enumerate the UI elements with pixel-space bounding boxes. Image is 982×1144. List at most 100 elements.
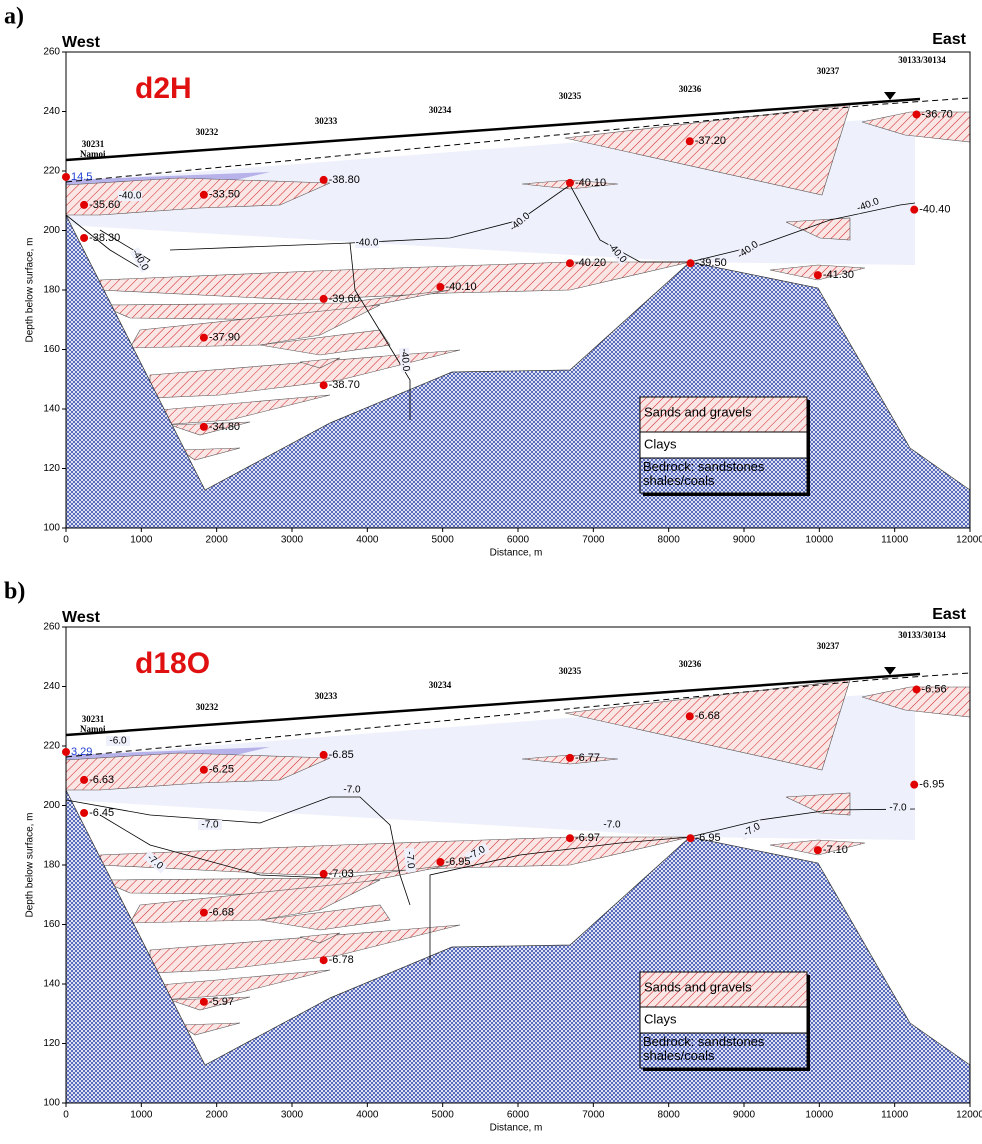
well-label: 30234 xyxy=(429,105,452,115)
sample-value: -6.77 xyxy=(575,752,600,764)
y-tick-label: 180 xyxy=(43,860,60,871)
x-axis-label: Distance, m xyxy=(490,1123,543,1134)
sample-point xyxy=(436,858,445,867)
sample-value: -35.60 xyxy=(89,199,120,211)
contour-label-bg xyxy=(739,819,765,841)
well-label: 30232 xyxy=(196,127,219,137)
contour-line xyxy=(169,242,411,420)
legend-label-box: Bedrock: sandstones shales/coals xyxy=(643,1035,765,1063)
contour-label: -40.0 xyxy=(119,191,142,202)
panel-label: b) xyxy=(4,579,25,605)
sand-lens xyxy=(65,752,331,791)
sample-value: -40.40 xyxy=(919,204,950,216)
legend-clay xyxy=(639,1006,808,1034)
river-label: Namoi xyxy=(80,149,106,159)
x-tick-label: 6000 xyxy=(507,535,530,546)
sand-lens xyxy=(169,421,251,436)
sample-point xyxy=(199,997,208,1006)
sand-lens xyxy=(99,864,451,896)
legend-label: Bedrock: sandstones shales/coals xyxy=(643,460,765,488)
contour-label-bg xyxy=(129,247,151,273)
y-axis-label: Depth below surface, m xyxy=(25,812,36,917)
sample-point xyxy=(80,233,89,242)
y-tick-label: 220 xyxy=(43,741,60,752)
contour-label: -7.0 xyxy=(404,851,416,870)
sample-value: -40.10 xyxy=(445,281,476,293)
contour-label: -40.0 xyxy=(356,238,379,249)
y-tick-label: 200 xyxy=(43,800,60,811)
y-tick-label: 120 xyxy=(43,463,60,474)
x-tick-label: 8000 xyxy=(658,535,681,546)
sample-point xyxy=(62,172,70,181)
sand-lens xyxy=(259,904,391,931)
sample-value: -39.50 xyxy=(696,257,727,269)
contour-line xyxy=(99,814,331,879)
sample-point xyxy=(199,908,208,917)
sample-value: -41.30 xyxy=(823,269,854,281)
contour-line xyxy=(349,184,916,263)
contour-line xyxy=(429,808,916,965)
legend-rock xyxy=(639,457,808,494)
chart-title: d18O xyxy=(135,647,210,680)
sample-value: -6.85 xyxy=(329,749,354,761)
x-tick-label: 4000 xyxy=(356,535,379,546)
sample-point xyxy=(199,765,208,774)
sample-point xyxy=(685,712,694,721)
contour-label: -7.0 xyxy=(889,803,907,814)
x-tick-label: 5000 xyxy=(432,535,455,546)
x-tick-label: 2000 xyxy=(206,1110,229,1121)
contour-label: -7.0 xyxy=(603,820,621,831)
legend-sand xyxy=(639,396,808,433)
y-tick-label: 140 xyxy=(43,404,60,415)
sample-point xyxy=(80,775,89,784)
contour-label-bg xyxy=(600,820,624,830)
y-tick-label: 140 xyxy=(43,979,60,990)
sample-value: -38.70 xyxy=(329,379,360,391)
sample-point xyxy=(80,200,89,209)
contour-label-bg xyxy=(142,850,168,874)
sample-value: 3.29 xyxy=(71,746,92,758)
sample-point xyxy=(686,259,695,268)
water-table xyxy=(65,672,971,758)
contour-label-bg xyxy=(855,196,881,214)
sample-point xyxy=(565,178,574,187)
sample-value: -7.10 xyxy=(823,844,848,856)
sand-lens xyxy=(99,261,691,301)
panel-label: a) xyxy=(4,4,24,30)
sand-lens xyxy=(564,104,851,196)
well-label: 30235 xyxy=(559,91,582,101)
y-tick-label: 260 xyxy=(43,47,60,58)
legend-label: Sands and gravels xyxy=(644,979,752,994)
contour-label-bg xyxy=(398,347,412,373)
sample-point xyxy=(565,834,574,843)
east-label: East xyxy=(932,31,966,48)
x-tick-label: 9000 xyxy=(733,535,756,546)
well-label: 30234 xyxy=(429,680,452,690)
contour-label-bg xyxy=(735,239,761,261)
sample-point xyxy=(319,750,328,759)
contour-label-bg xyxy=(886,803,910,813)
x-tick-label: 7000 xyxy=(582,535,605,546)
well-label: 30231 xyxy=(82,714,105,724)
y-tick-label: 160 xyxy=(43,344,60,355)
sand-lens xyxy=(99,836,691,876)
legend-label: Bedrock: sandstones shales/coals xyxy=(643,1035,765,1063)
legend-label: Sands and gravels xyxy=(644,404,752,419)
y-tick-label: 180 xyxy=(43,285,60,296)
well-label: 30133/30134 xyxy=(898,55,946,65)
y-tick-label: 100 xyxy=(43,1098,60,1109)
sample-point xyxy=(565,753,574,762)
x-tick-label: 8000 xyxy=(658,1110,681,1121)
sample-value: -40.20 xyxy=(575,257,606,269)
y-tick-label: 220 xyxy=(43,166,60,177)
well-label: 30231 xyxy=(82,139,105,149)
west-label: West xyxy=(62,609,101,626)
sample-point xyxy=(813,846,822,855)
sample-value: -38.30 xyxy=(89,232,120,244)
sample-value: -7.03 xyxy=(329,868,354,880)
y-tick-label: 260 xyxy=(43,622,60,633)
sample-point xyxy=(319,294,328,303)
east-label: East xyxy=(932,606,966,623)
sample-value: -6.68 xyxy=(209,907,234,919)
